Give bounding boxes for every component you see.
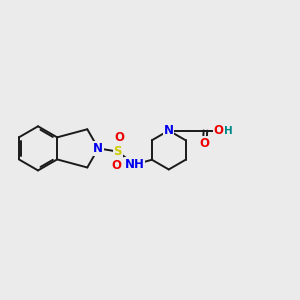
Text: O: O <box>114 131 124 145</box>
Text: H: H <box>224 125 233 136</box>
Text: N: N <box>93 142 103 155</box>
Text: O: O <box>111 159 121 172</box>
Text: O: O <box>213 124 224 137</box>
Text: N: N <box>164 124 174 137</box>
Text: O: O <box>200 137 210 150</box>
Text: S: S <box>113 145 122 158</box>
Text: NH: NH <box>125 158 145 171</box>
